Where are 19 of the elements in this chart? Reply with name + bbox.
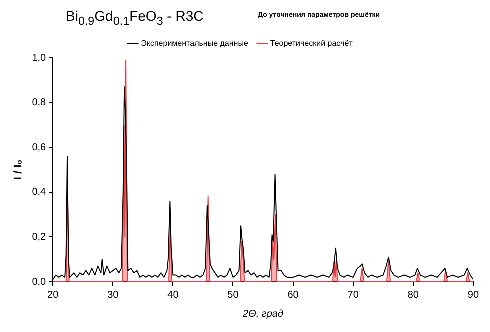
chart-title: Bi$_{0.9}$Gd$_{0.1}$FeO$_{3}$ - R3C [66,8,204,28]
legend-label: Теоретический расчёт [270,39,354,48]
x-tick-label: 60 [288,290,300,301]
x-tick-label: 70 [348,290,360,301]
x-axis-title: 2Θ, град [242,308,284,320]
y-tick-label: 0,6 [32,142,47,154]
x-tick-label: 40 [168,290,180,301]
y-axis-title: I / I₀ [12,160,25,180]
x-tick-label: 50 [228,290,240,301]
y-tick-label: 0,0 [32,276,47,288]
legend-label: Экспериментальные данные [141,39,249,48]
x-tick-label: 80 [408,290,420,301]
y-tick-label: 0,2 [32,232,47,243]
x-tick-label: 90 [468,290,480,301]
x-tick-label: 30 [108,290,120,301]
y-tick-label: 0,4 [32,187,47,198]
y-tick-label: 1,0 [32,52,47,64]
x-tick-label: 20 [48,290,60,301]
y-tick-label: 0,8 [32,98,47,109]
